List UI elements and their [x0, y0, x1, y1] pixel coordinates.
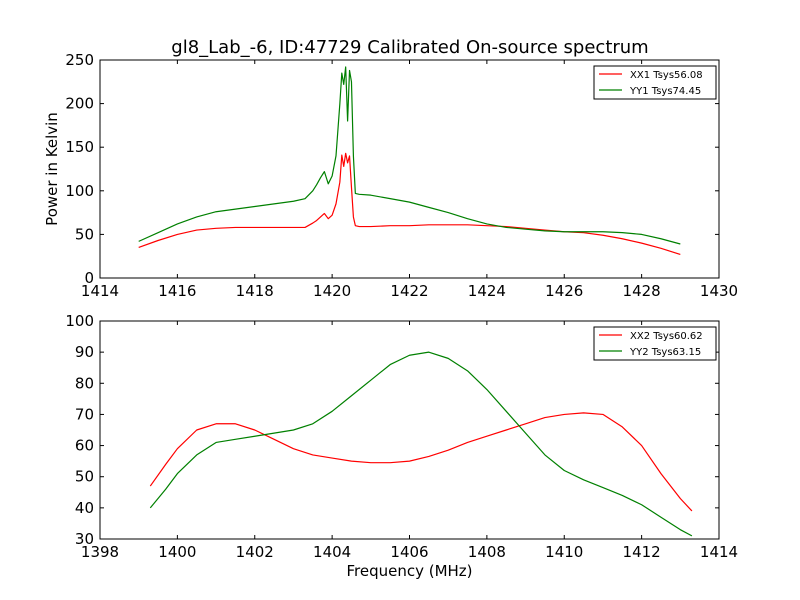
y-tick-label: 50 — [75, 468, 94, 486]
series-line-2 — [149, 351, 693, 537]
x-tick-label: 1430 — [700, 282, 738, 300]
series-line-1 — [138, 152, 681, 256]
x-tick-label: 1428 — [623, 282, 661, 300]
x-tick-label: 1404 — [313, 543, 351, 561]
legend-entry: XX2 Tsys60.62 — [630, 331, 703, 342]
x-tick-label: 1408 — [468, 543, 506, 561]
y-tick-label: 90 — [75, 343, 94, 361]
x-tick-label: 1414 — [81, 282, 119, 300]
x-tick-label: 1418 — [236, 282, 274, 300]
legend-entry: XX1 Tsys56.08 — [630, 70, 703, 81]
legend-box — [593, 326, 717, 361]
y-tick-label: 30 — [75, 530, 94, 548]
figure-title: gl8_Lab_-6, ID:47729 Calibrated On-sourc… — [171, 37, 648, 58]
chart-panel-2: 1398 1400 1402 1404 1406 1408 1410 1412 1414 30 40… — [65, 312, 738, 580]
y-tick-label: 70 — [75, 405, 94, 423]
x-tick-label: 1416 — [158, 282, 196, 300]
y-tick-label: 50 — [75, 225, 94, 243]
x-axis-label: Frequency (MHz) — [346, 562, 472, 580]
x-tick-label: 1424 — [468, 282, 506, 300]
y-tick-label: 80 — [75, 374, 94, 392]
y-axis-label: Power in Kelvin — [43, 112, 61, 226]
x-tick-label: 1422 — [390, 282, 428, 300]
y-tick-label: 60 — [75, 437, 94, 455]
x-tick-label: 1410 — [545, 543, 583, 561]
series-line-2 — [138, 66, 681, 245]
y-tick-label: 100 — [65, 312, 94, 330]
x-tick-label: 1412 — [623, 543, 661, 561]
x-tick-label: 1400 — [158, 543, 196, 561]
x-tick-label: 1420 — [313, 282, 351, 300]
charts: 1414 1416 1418 1420 1422 1424 1426 1428 14300501… — [43, 51, 738, 580]
x-tick-label: 1414 — [700, 543, 738, 561]
legend-box — [593, 65, 717, 100]
chart-panel-1: 1414 1416 1418 1420 1422 1424 1426 1428 1430 0 50 1… — [43, 51, 738, 300]
y-tick-label: 150 — [65, 138, 94, 156]
y-tick-label: 200 — [65, 95, 94, 113]
x-tick-label: 1398 — [81, 543, 119, 561]
legend-entry: YY1 Tsys74.45 — [629, 86, 701, 97]
y-tick-label: 0 — [84, 269, 94, 287]
series-line-1 — [149, 412, 693, 512]
x-tick-label: 1402 — [236, 543, 274, 561]
legend-entry: YY2 Tsys63.15 — [629, 347, 701, 358]
legend: XX2 Tsys60.62 YY2 Tsys63.15 — [593, 326, 717, 361]
x-tick-label: 1406 — [390, 543, 428, 561]
x-tick-label: 1426 — [545, 282, 583, 300]
y-tick-label: 100 — [65, 182, 94, 200]
legend: XX1 Tsys56.08 YY1 Tsys74.45 — [593, 65, 717, 100]
y-tick-label: 250 — [65, 51, 94, 69]
y-tick-label: 40 — [75, 499, 94, 517]
